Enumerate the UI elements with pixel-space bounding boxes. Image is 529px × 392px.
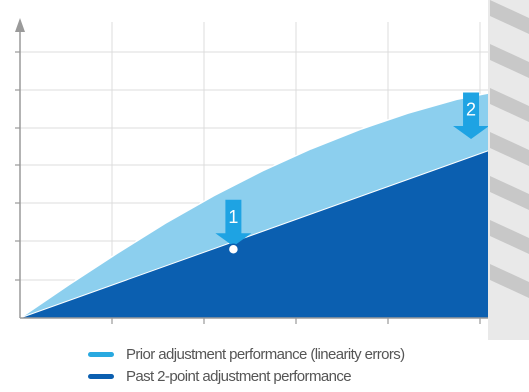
legend-item-prior: Prior adjustment performance (linearity … xyxy=(88,343,528,365)
legend-item-past: Past 2-point adjustment performance xyxy=(88,365,528,387)
annotation-point-1 xyxy=(227,243,240,255)
chart: 12 xyxy=(15,0,529,340)
axes xyxy=(15,18,529,324)
legend-label-prior: Prior adjustment performance (linearity … xyxy=(126,345,405,363)
annotation-label-1: 1 xyxy=(228,207,238,227)
chevron-shape-5 xyxy=(490,220,529,254)
down-arrow-icon-1 xyxy=(215,199,252,247)
legend-swatch-prior xyxy=(88,351,114,357)
chevron-shape-6 xyxy=(490,264,529,298)
chevron-shape-1 xyxy=(490,44,529,78)
plot-areas xyxy=(17,88,506,319)
down-arrow-icon-2 xyxy=(453,92,490,139)
legend-swatch-past xyxy=(88,373,114,379)
legend: Prior adjustment performance (linearity … xyxy=(88,343,528,387)
chevron-shape-3 xyxy=(490,132,529,166)
chevron-shape-4 xyxy=(490,176,529,210)
y-axis-arrow-icon xyxy=(15,18,25,32)
decorative-chevrons xyxy=(488,0,529,340)
annotations: 12 xyxy=(215,92,490,255)
chevron-shape-0 xyxy=(490,0,529,34)
chevron-shape-2 xyxy=(490,88,529,122)
legend-label-past: Past 2-point adjustment performance xyxy=(126,367,352,385)
annotation-label-2: 2 xyxy=(466,100,476,120)
